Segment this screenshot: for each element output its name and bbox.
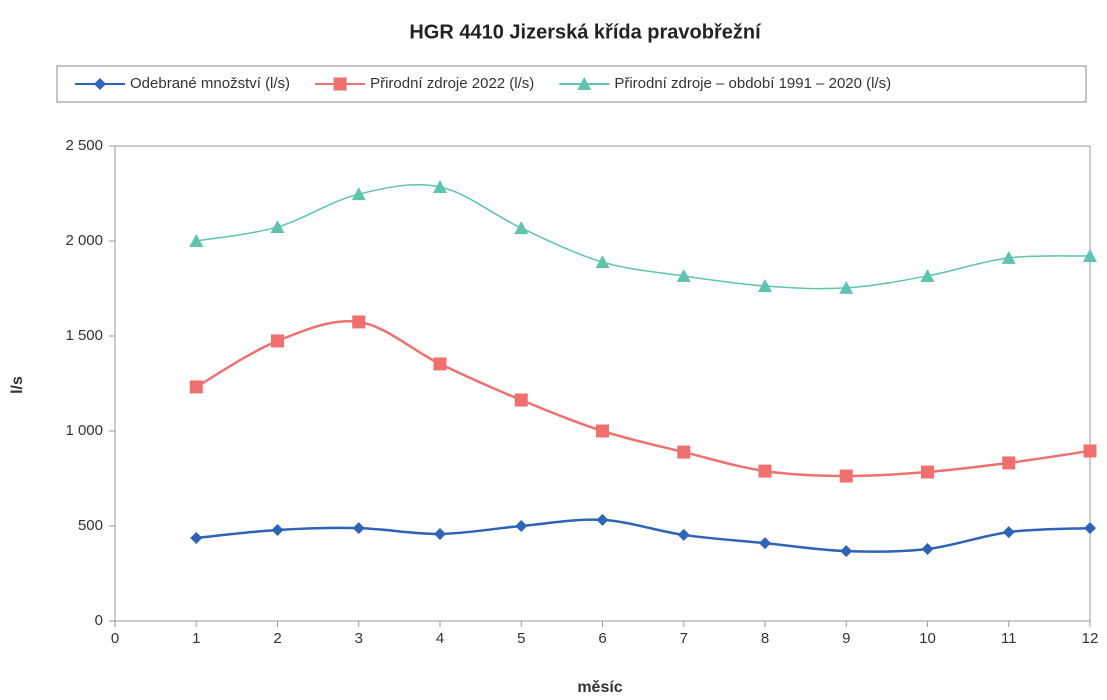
data-point: [839, 280, 854, 294]
x-tick-label: 10: [919, 630, 936, 647]
legend-label: Odebrané množství (l/s): [130, 75, 290, 92]
chart-title: HGR 4410 Jizerská křída pravobřežní: [409, 21, 762, 43]
data-point: [270, 219, 285, 233]
data-point: [839, 469, 853, 483]
x-tick-label: 11: [1001, 630, 1017, 647]
data-point: [677, 528, 690, 541]
data-point: [758, 279, 772, 293]
data-point: [351, 187, 366, 201]
data-point: [352, 522, 365, 535]
data-point: [677, 445, 691, 459]
x-tick-label: 2: [273, 630, 281, 647]
data-point: [759, 537, 771, 550]
data-point: [189, 380, 203, 394]
data-point: [514, 393, 528, 407]
x-tick-label: 1: [192, 630, 200, 647]
data-point: [515, 520, 528, 532]
data-point: [352, 315, 366, 329]
series-line: [195, 319, 1091, 478]
x-tick-label: 0: [111, 630, 119, 647]
data-point: [271, 523, 284, 536]
data-point: [433, 180, 447, 194]
legend-marker: [577, 77, 592, 90]
data-point: [1083, 249, 1097, 263]
data-point: [271, 334, 284, 348]
data-point: [595, 255, 610, 269]
x-tick-label: 3: [355, 630, 363, 647]
y-tick-label: 1 000: [65, 422, 103, 439]
data-point: [840, 545, 853, 558]
data-point: [190, 531, 203, 544]
data-point: [1001, 250, 1016, 264]
y-tick-label: 2 000: [65, 232, 103, 249]
data-point: [1083, 444, 1097, 458]
x-tick-label: 7: [680, 630, 688, 647]
data-point: [433, 357, 447, 371]
data-point: [758, 464, 772, 478]
data-point: [1084, 522, 1096, 535]
data-point: [676, 268, 691, 282]
data-point: [596, 513, 609, 526]
legend-marker: [333, 77, 347, 91]
legend-label: Přirodní zdroje 2022 (l/s): [370, 75, 534, 92]
data-point: [434, 527, 446, 540]
legend-marker: [94, 78, 106, 90]
x-tick-label: 4: [436, 630, 444, 647]
x-tick-label: 12: [1082, 630, 1099, 647]
data-point: [921, 542, 934, 555]
data-point: [596, 424, 609, 438]
data-point: [921, 465, 934, 479]
x-tick-label: 8: [761, 630, 769, 647]
y-tick-label: 2 500: [65, 137, 103, 154]
legend-label: Přirodní zdroje – období 1991 – 2020 (l/…: [614, 75, 891, 92]
data-point: [1002, 456, 1016, 470]
y-tick-label: 1 500: [65, 327, 103, 344]
data-point: [189, 234, 204, 247]
x-tick-label: 9: [842, 630, 850, 647]
data-point: [514, 221, 529, 235]
series-line: [196, 518, 1091, 553]
x-tick-label: 6: [598, 630, 606, 647]
y-tick-label: 0: [95, 612, 103, 629]
series-line: [196, 184, 1091, 290]
y-axis-label: l/s: [9, 376, 26, 394]
data-point: [920, 268, 935, 282]
y-tick-label: 500: [78, 517, 103, 534]
x-axis-label: měsíc: [577, 679, 622, 696]
x-tick-label: 5: [517, 630, 525, 647]
data-point: [1002, 526, 1015, 539]
plot-area: [114, 145, 1091, 622]
